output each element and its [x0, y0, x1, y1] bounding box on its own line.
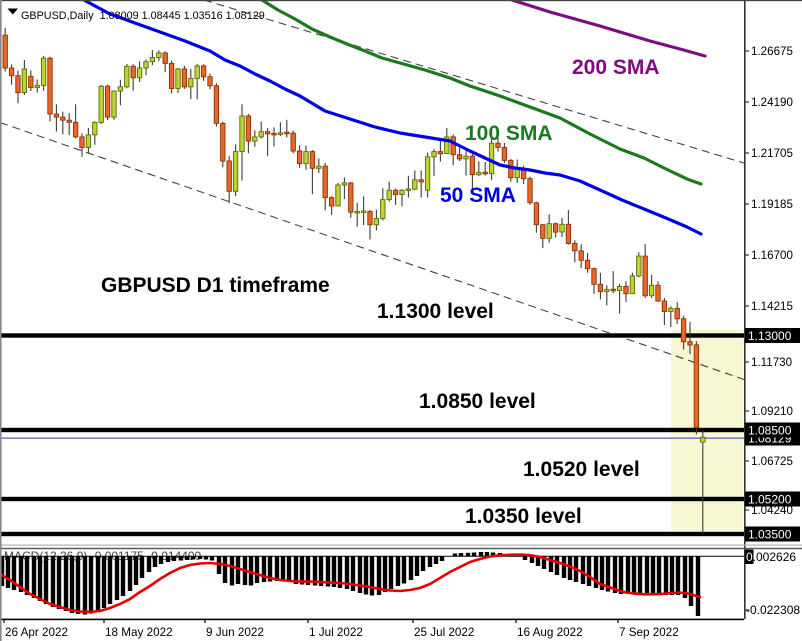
- svg-text:1.05200: 1.05200: [748, 493, 792, 507]
- svg-text:1.0850 level: 1.0850 level: [419, 390, 536, 413]
- svg-text:1.0520 level: 1.0520 level: [523, 458, 640, 481]
- svg-text:200 SMA: 200 SMA: [572, 56, 660, 79]
- svg-text:1.13000: 1.13000: [748, 329, 792, 343]
- svg-text:1.26675: 1.26675: [751, 45, 793, 58]
- svg-text:1.19185: 1.19185: [751, 198, 793, 211]
- svg-text:1.08500: 1.08500: [748, 424, 792, 438]
- svg-text:GBPUSD D1 timeframe: GBPUSD D1 timeframe: [101, 274, 330, 297]
- svg-text:GBPUSD,Daily 1.08009 1.08445: GBPUSD,Daily 1.08009 1.08445 1.03516 1.0…: [21, 10, 265, 22]
- svg-text:1.1300 level: 1.1300 level: [377, 300, 494, 323]
- svg-text:1 Jul 2022: 1 Jul 2022: [309, 626, 363, 639]
- svg-text:1.0350 level: 1.0350 level: [465, 505, 582, 528]
- svg-text:0.002626: 0.002626: [746, 550, 796, 564]
- svg-text:50 SMA: 50 SMA: [440, 184, 516, 207]
- svg-text:0: 0: [746, 550, 753, 564]
- svg-text:1.16700: 1.16700: [751, 249, 793, 262]
- svg-text:1.06725: 1.06725: [751, 455, 793, 468]
- svg-text:-0.022308: -0.022308: [746, 603, 800, 617]
- svg-text:1.03500: 1.03500: [748, 528, 792, 542]
- svg-text:100 SMA: 100 SMA: [465, 122, 553, 145]
- svg-text:25 Jul 2022: 25 Jul 2022: [414, 626, 474, 639]
- svg-text:16 Aug 2022: 16 Aug 2022: [517, 626, 583, 639]
- svg-text:7 Sep 2022: 7 Sep 2022: [619, 626, 679, 639]
- svg-text:1.24190: 1.24190: [751, 96, 793, 109]
- svg-text:18 May 2022: 18 May 2022: [105, 626, 173, 639]
- svg-text:1.14215: 1.14215: [751, 300, 793, 313]
- svg-text:1.21705: 1.21705: [751, 147, 793, 160]
- svg-text:1.11730: 1.11730: [751, 356, 792, 369]
- svg-text:1.04240: 1.04240: [751, 504, 793, 517]
- svg-text:26 Apr 2022: 26 Apr 2022: [5, 626, 68, 639]
- svg-text:9 Jun 2022: 9 Jun 2022: [206, 626, 264, 639]
- svg-text:1.09210: 1.09210: [751, 405, 793, 418]
